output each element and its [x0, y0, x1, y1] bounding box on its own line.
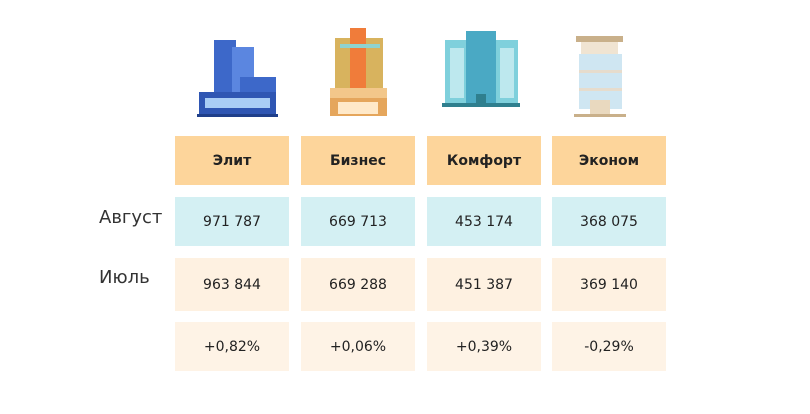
change-cell: -0,29%	[552, 322, 666, 371]
row-label: Август	[99, 207, 163, 228]
icon-econom	[574, 36, 626, 117]
icon-elite	[197, 40, 278, 117]
header-cell: Бизнес	[301, 136, 415, 185]
value-cell: 963 844	[175, 258, 289, 311]
value-cell: 451 387	[427, 258, 541, 311]
icon-business	[330, 28, 387, 116]
header-cell: Эконом	[552, 136, 666, 185]
change-cell: +0,82%	[175, 322, 289, 371]
value-cell: 369 140	[552, 258, 666, 311]
change-cell: +0,06%	[301, 322, 415, 371]
change-cell: +0,39%	[427, 322, 541, 371]
value-cell: 669 713	[301, 197, 415, 246]
value-cell: 368 075	[552, 197, 666, 246]
row-label: Июль	[99, 267, 150, 288]
value-cell: 453 174	[427, 197, 541, 246]
value-cell: 669 288	[301, 258, 415, 311]
header-cell: Элит	[175, 136, 289, 185]
value-cell: 971 787	[175, 197, 289, 246]
header-cell: Комфорт	[427, 136, 541, 185]
building-icons	[197, 28, 626, 117]
icon-comfort	[442, 31, 520, 107]
